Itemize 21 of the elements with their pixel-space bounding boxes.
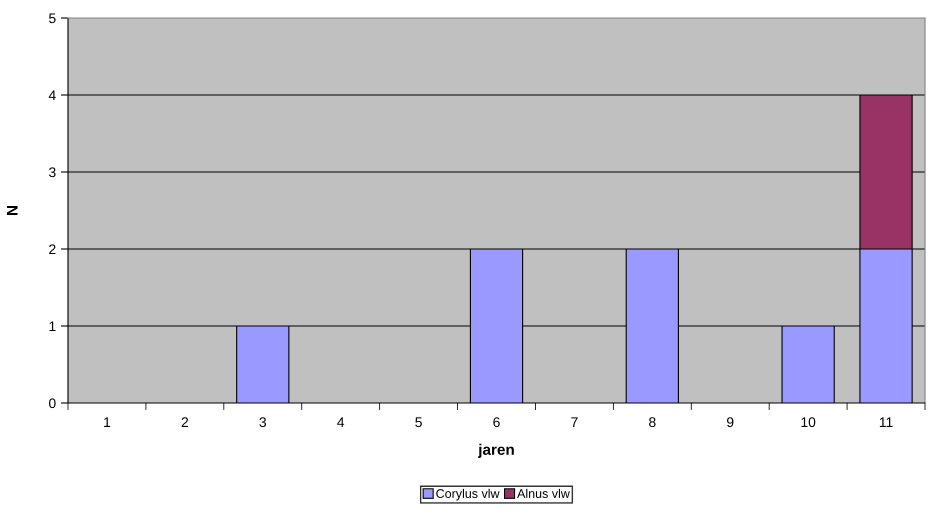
x-tick-label: 6 xyxy=(493,417,500,428)
x-tick-label: 7 xyxy=(571,417,578,427)
x-tick-label: 2 xyxy=(182,417,188,427)
y-tick-label: 3 xyxy=(49,167,56,178)
y-tick-label: 4 xyxy=(48,90,56,100)
legend-label: Alnus vlw xyxy=(517,488,570,498)
x-tick-label: 9 xyxy=(727,417,734,428)
x-tick-label: 5 xyxy=(415,417,422,428)
y-tick-label: 0 xyxy=(49,398,56,408)
y-tick-label: 2 xyxy=(49,244,56,254)
x-tick-label: 4 xyxy=(337,417,344,427)
x-tick-label: 10 xyxy=(801,417,816,428)
y-tick-label: 5 xyxy=(49,13,56,24)
x-tick-label: 1 xyxy=(104,417,110,427)
x-tick-label: 3 xyxy=(259,417,266,428)
x-tick-label: 11 xyxy=(880,417,893,427)
y-axis-title: N xyxy=(7,206,18,215)
x-tick-label: 8 xyxy=(649,417,656,428)
legend-label: Corylus vlw xyxy=(436,488,500,500)
y-tick-label: 1 xyxy=(50,321,56,332)
x-axis-title: jaren xyxy=(478,444,514,458)
